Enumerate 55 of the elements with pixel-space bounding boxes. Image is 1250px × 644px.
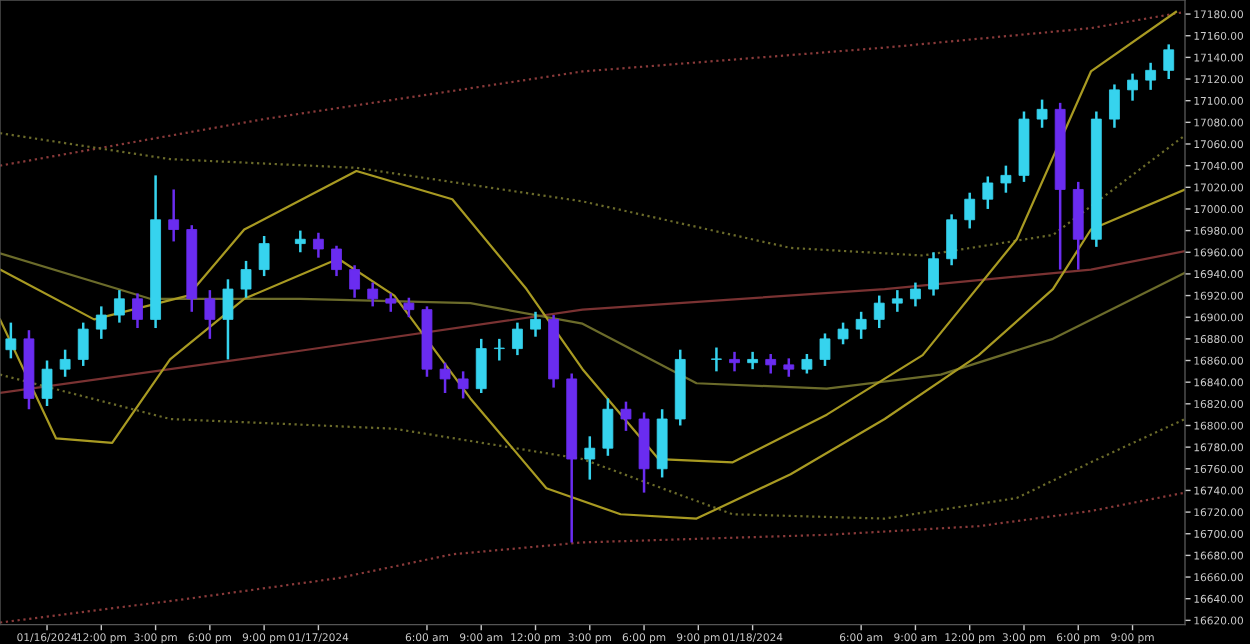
candlestick bbox=[1145, 61, 1157, 92]
candlestick bbox=[59, 348, 71, 379]
candlestick bbox=[964, 191, 976, 230]
candlestick bbox=[403, 296, 415, 319]
candlestick bbox=[891, 288, 903, 314]
candlestick bbox=[457, 370, 469, 400]
candlestick bbox=[620, 400, 632, 433]
candlestick bbox=[801, 352, 813, 375]
candlestick bbox=[982, 175, 994, 211]
candlestick bbox=[493, 337, 505, 362]
candlestick bbox=[95, 305, 107, 341]
candlestick bbox=[132, 292, 143, 330]
candlestick bbox=[602, 397, 614, 458]
candlestick bbox=[837, 321, 849, 346]
candlestick bbox=[168, 188, 180, 243]
candlestick bbox=[367, 281, 379, 308]
candlestick bbox=[765, 352, 777, 375]
candlestick bbox=[711, 346, 722, 373]
candlestick bbox=[819, 332, 831, 368]
candlestick bbox=[928, 251, 939, 297]
candlestick bbox=[5, 321, 17, 360]
candlestick bbox=[204, 288, 216, 341]
candlestick bbox=[1109, 83, 1120, 129]
candlestick bbox=[475, 337, 487, 395]
candlestick bbox=[1000, 164, 1012, 194]
line-series bbox=[0, 10, 1185, 167]
candlestick bbox=[240, 259, 252, 299]
line-series bbox=[0, 10, 1178, 464]
candlestick bbox=[258, 234, 270, 278]
candlestick bbox=[747, 350, 759, 371]
candlestick bbox=[1163, 43, 1175, 81]
line-series bbox=[0, 188, 1185, 520]
candlestick bbox=[855, 310, 867, 341]
candlestick bbox=[114, 288, 125, 324]
candlestick bbox=[349, 264, 360, 299]
candlestick bbox=[385, 292, 397, 314]
candlestick bbox=[313, 231, 324, 259]
candlestick bbox=[222, 278, 234, 361]
candlestick bbox=[729, 350, 740, 373]
candlestick bbox=[584, 435, 596, 481]
candlestick bbox=[1036, 98, 1048, 129]
candlestick bbox=[946, 213, 958, 267]
candlestick bbox=[512, 321, 523, 357]
candlestick bbox=[783, 357, 795, 379]
candlestick bbox=[294, 229, 306, 254]
candlestick bbox=[331, 244, 342, 278]
line-series bbox=[0, 373, 1185, 520]
candlestick bbox=[77, 321, 89, 368]
candlestick bbox=[41, 359, 53, 408]
candlestick bbox=[873, 294, 885, 330]
line-series bbox=[0, 132, 1185, 257]
candlestick bbox=[910, 281, 921, 308]
candlestick bbox=[1127, 72, 1138, 102]
candlestick bbox=[439, 361, 451, 395]
candlestick bbox=[530, 310, 541, 338]
